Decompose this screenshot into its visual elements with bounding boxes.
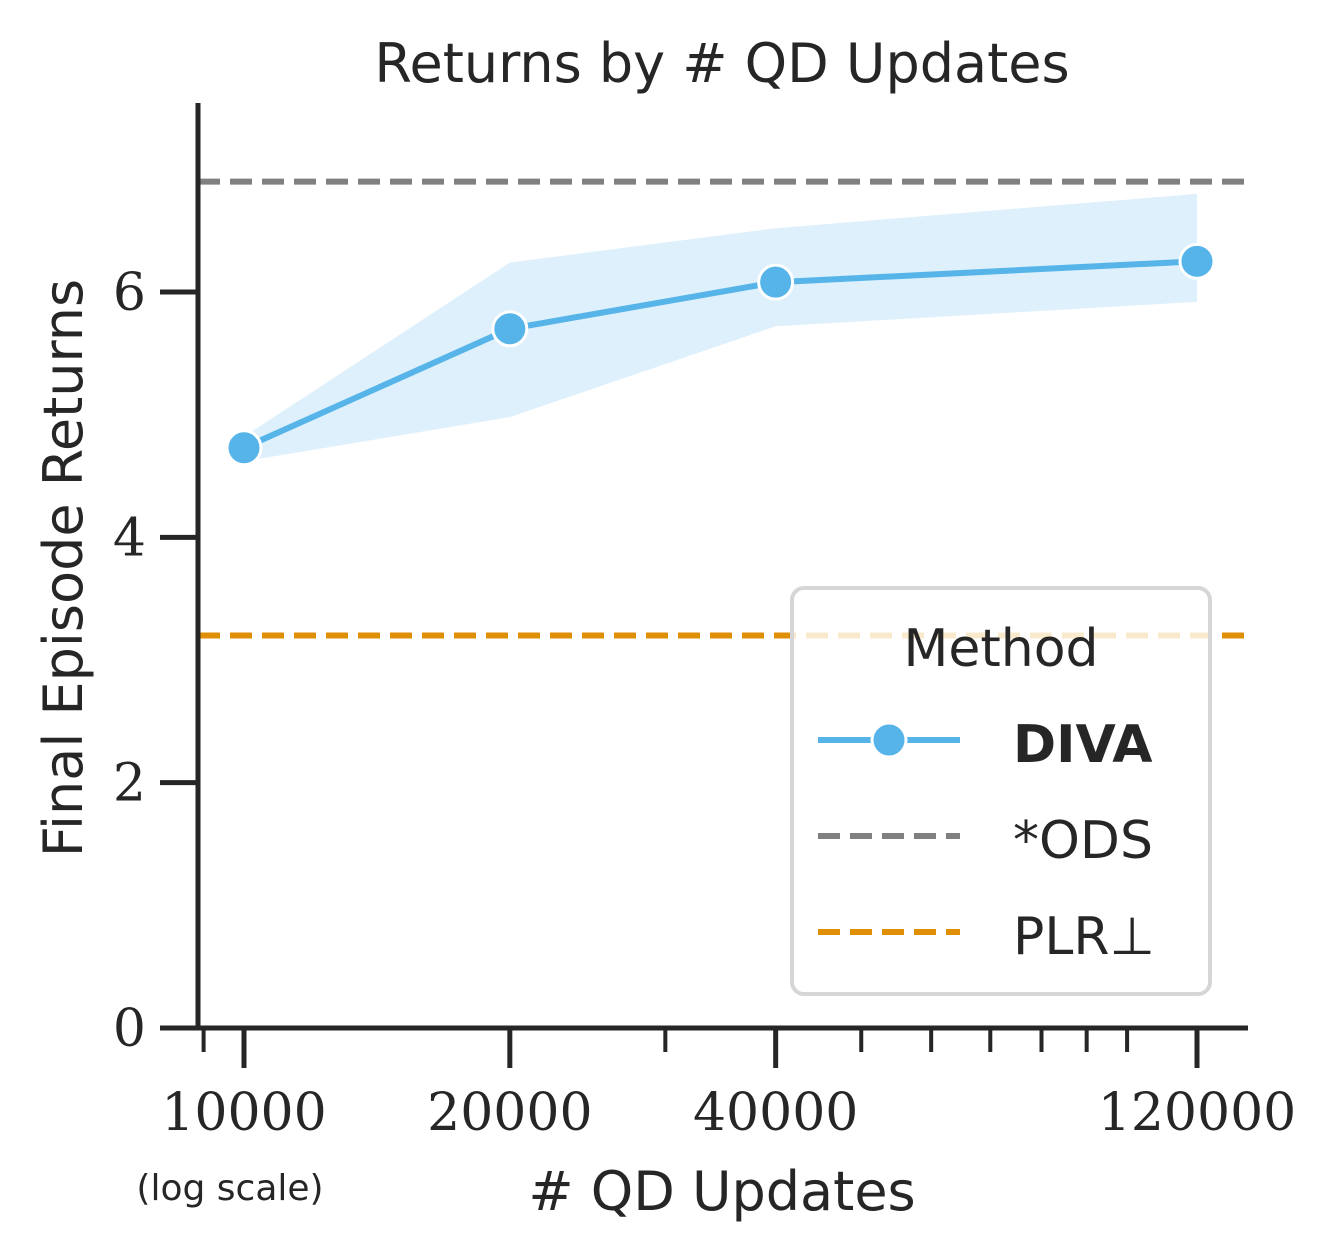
legend: Method DIVA *ODS PLR⊥: [790, 586, 1212, 996]
legend-plr-label: PLR⊥: [1013, 907, 1155, 967]
x-tick-label: 40000: [693, 1083, 858, 1143]
legend-diva-marker: [870, 721, 908, 759]
data-point-diva: [757, 263, 795, 301]
y-tick-label: 6: [113, 263, 146, 323]
y-tick-label: 2: [113, 754, 146, 814]
data-point-diva: [225, 429, 263, 467]
legend-diva-label: DIVA: [1013, 715, 1152, 775]
series-line-diva: [241, 258, 1200, 451]
data-point-diva: [491, 310, 529, 348]
y-tick-label: 0: [113, 999, 146, 1059]
y-tick-label: 4: [113, 508, 146, 568]
data-point-diva: [1178, 242, 1216, 280]
legend-ods-label: *ODS: [1013, 811, 1153, 871]
legend-box: [790, 586, 1212, 996]
y-axis-label: Final Episode Returns: [32, 279, 95, 857]
x-axis-label: # QD Updates: [528, 1160, 915, 1223]
x-tick-label: 120000: [1098, 1083, 1297, 1143]
chart-title: Returns by # QD Updates: [374, 32, 1069, 95]
x-axis-scale-note: (log scale): [136, 1168, 323, 1209]
confidence-band-diva: [244, 193, 1197, 462]
x-tick-label: 10000: [161, 1083, 326, 1143]
plot-area: [198, 178, 1248, 639]
x-tick-label: 20000: [427, 1083, 592, 1143]
legend-title: Method: [903, 619, 1098, 679]
axis-ticks: 0 2 4 6 10000 20000 40000 120000: [113, 263, 1296, 1143]
